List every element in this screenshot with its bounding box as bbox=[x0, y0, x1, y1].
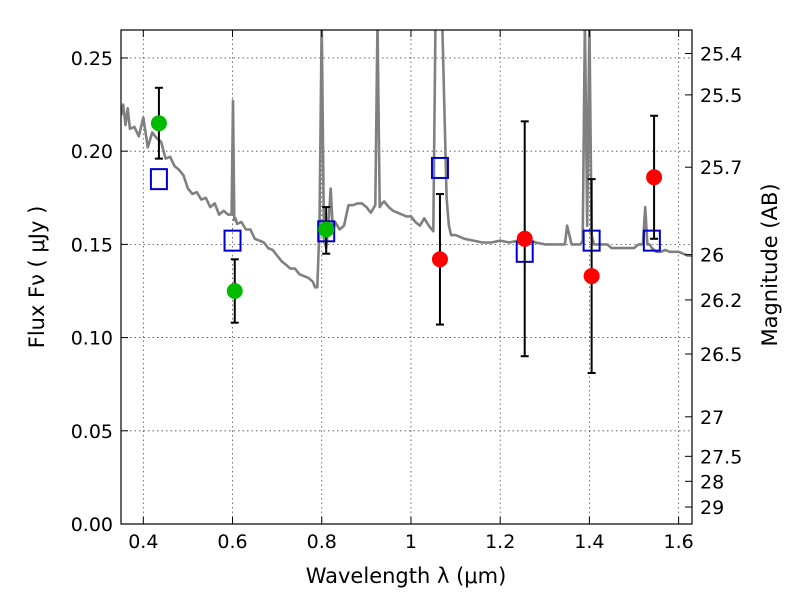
y-tick-label: 0.25 bbox=[71, 48, 113, 70]
spectrum-line bbox=[121, 30, 692, 289]
data-point bbox=[226, 282, 243, 299]
right-axis-label: Magnitude (AB) bbox=[758, 183, 782, 346]
x-tick-label: 1 bbox=[405, 531, 417, 553]
x-tick-label: 0.8 bbox=[307, 531, 337, 553]
mag-tick-label: 28 bbox=[700, 471, 724, 493]
data-point bbox=[431, 251, 448, 268]
model-photometry-square bbox=[149, 168, 168, 191]
y-axis-ticks: 0.00 0.05 0.10 0.15 0.20 0.25 bbox=[71, 48, 128, 536]
data-point bbox=[150, 115, 167, 132]
model-photometry-square bbox=[223, 229, 242, 252]
grid-lines bbox=[121, 30, 692, 525]
y-tick-label: 0.10 bbox=[71, 328, 113, 350]
y-tick-label: 0.05 bbox=[71, 421, 113, 443]
mag-tick-label: 27.5 bbox=[700, 446, 742, 468]
x-axis-ticks: 0.4 0.6 0.8 1 1.2 1.4 1.6 bbox=[128, 30, 694, 553]
mag-tick-label: 25.7 bbox=[700, 157, 742, 179]
data-point bbox=[583, 268, 600, 285]
x-tick-label: 0.6 bbox=[217, 531, 247, 553]
mag-tick-label: 25.4 bbox=[700, 43, 742, 65]
mag-tick-label: 26 bbox=[700, 245, 724, 267]
mag-tick-label: 26.2 bbox=[700, 290, 742, 312]
model-photometry-square bbox=[642, 229, 661, 252]
data-point bbox=[646, 169, 663, 186]
y-tick-label: 0.00 bbox=[71, 514, 113, 536]
y-axis-label: Flux Fν ( μJy ) bbox=[25, 206, 49, 349]
plot-area bbox=[121, 30, 692, 375]
mag-tick-label: 29 bbox=[700, 497, 724, 519]
y-tick-label: 0.20 bbox=[71, 141, 113, 163]
x-tick-label: 1.6 bbox=[664, 531, 694, 553]
plot-frame bbox=[120, 29, 693, 525]
mag-tick-label: 25.5 bbox=[700, 85, 742, 107]
data-point bbox=[516, 230, 533, 247]
mag-tick-label: 26.5 bbox=[700, 344, 742, 366]
data-point bbox=[318, 221, 335, 238]
x-axis-label: Wavelength λ (μm) bbox=[306, 564, 507, 588]
x-tick-label: 0.4 bbox=[128, 531, 158, 553]
mag-tick-label: 27 bbox=[700, 407, 724, 429]
model-photometry-square bbox=[430, 156, 449, 179]
magnitude-axis-ticks: 25.4 25.5 25.7 26 26.2 26.5 27 27.5 28 29 bbox=[685, 43, 742, 519]
y-tick-label: 0.15 bbox=[71, 234, 113, 256]
x-tick-label: 1.2 bbox=[485, 531, 515, 553]
x-tick-label: 1.4 bbox=[574, 531, 604, 553]
